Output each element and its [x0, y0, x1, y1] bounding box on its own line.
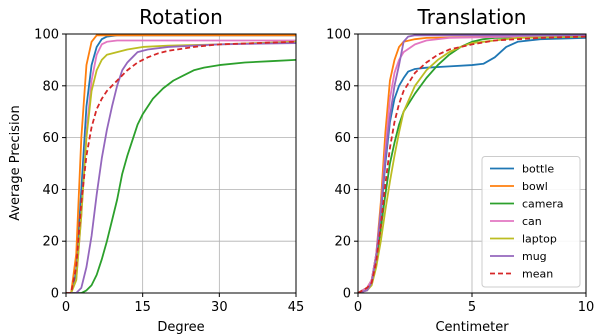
- legend-label-bowl: bowl: [522, 180, 548, 193]
- legend-label-camera: camera: [522, 198, 564, 211]
- series-line-mean: [358, 35, 586, 293]
- x-tick-label: 45: [288, 300, 305, 315]
- legend-box: [481, 156, 581, 288]
- y-tick-label: 40: [334, 183, 351, 198]
- y-tick-label: 60: [334, 131, 351, 146]
- y-tick-label: 20: [334, 235, 351, 250]
- y-axis-label: Average Precision: [8, 105, 23, 221]
- x-axis-label: Degree: [157, 320, 204, 334]
- y-tick-label: 0: [343, 287, 351, 302]
- translation-chart: Translation Centimeter 0 5 10020406080100b…: [326, 5, 594, 334]
- y-tick-label: 80: [334, 79, 351, 94]
- legend: bottle bowl camera can laptop mug mean: [481, 156, 581, 288]
- series-line-laptop: [66, 40, 296, 293]
- legend-label-mug: mug: [522, 250, 547, 263]
- legend-label-can: can: [522, 215, 542, 228]
- series-line-mug: [66, 42, 296, 293]
- x-tick-label: 0: [62, 300, 70, 315]
- y-tick-label: 0: [51, 287, 59, 302]
- rotation-chart: Rotation Average Precision Degree 0 15 30 4…: [8, 5, 304, 334]
- plot-frame: [65, 33, 297, 294]
- series-line-laptop: [358, 35, 586, 293]
- y-tick-label: 20: [42, 235, 59, 250]
- x-tick-label: 15: [134, 300, 151, 315]
- legend-label-laptop: laptop: [522, 233, 557, 246]
- x-tick-label: 10: [578, 300, 595, 315]
- y-tick-label: 100: [34, 28, 59, 43]
- series-line-mean: [66, 40, 296, 293]
- chart-title: Rotation: [139, 5, 223, 29]
- x-tick-label: 5: [468, 300, 476, 315]
- series-group: [358, 34, 586, 293]
- y-tick-label: 40: [42, 183, 59, 198]
- y-tick-label: 60: [42, 131, 59, 146]
- x-tick-label: 30: [211, 300, 228, 315]
- legend-label-bottle: bottle: [522, 163, 554, 176]
- chart-title: Translation: [417, 5, 527, 29]
- series-group: [66, 34, 296, 293]
- y-tick-label: 100: [326, 28, 351, 43]
- x-tick-label: 0: [354, 300, 362, 315]
- series-line-camera: [66, 59, 296, 293]
- y-tick-label: 80: [42, 79, 59, 94]
- legend-label-mean: mean: [522, 268, 553, 281]
- x-axis-label: Centimeter: [435, 320, 509, 334]
